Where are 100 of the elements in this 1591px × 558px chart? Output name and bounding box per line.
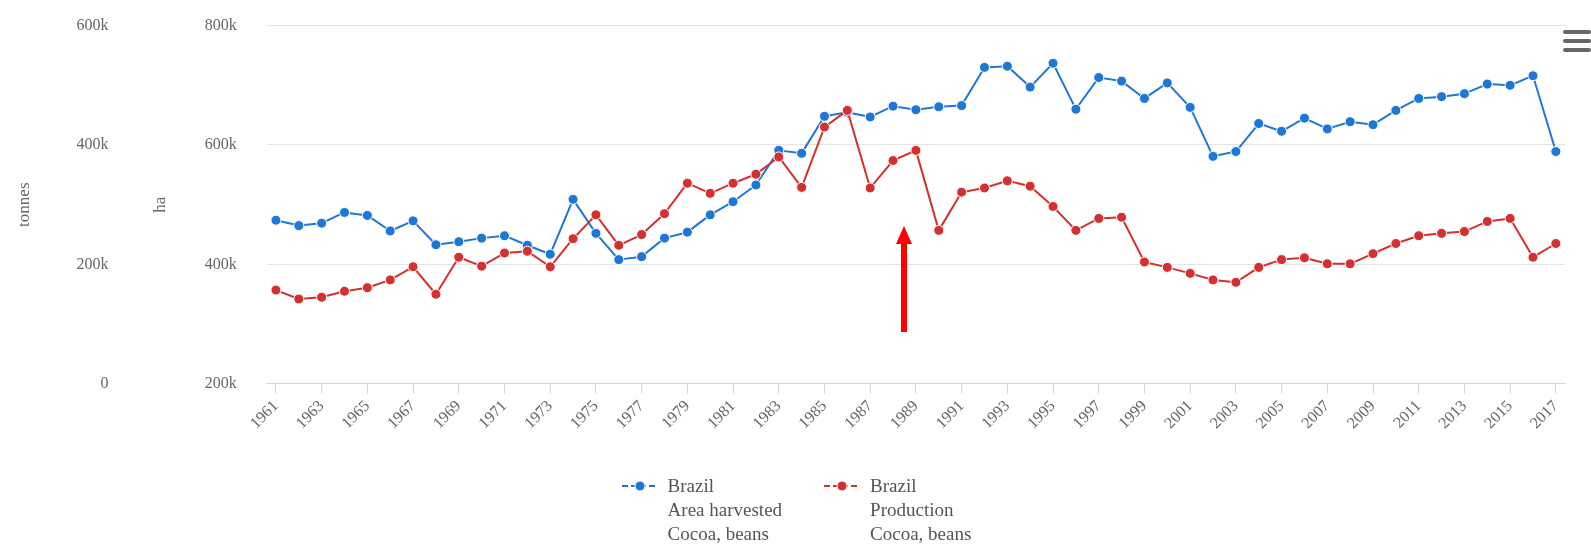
point bbox=[864, 182, 876, 194]
point bbox=[1298, 252, 1310, 264]
point bbox=[590, 227, 602, 239]
x-tick-label: 1989 bbox=[886, 396, 921, 432]
point bbox=[361, 282, 373, 294]
legend-label: Brazil Production Cocoa, beans bbox=[870, 474, 972, 546]
point bbox=[1550, 146, 1562, 158]
point bbox=[1550, 238, 1562, 249]
point bbox=[293, 220, 305, 232]
point bbox=[681, 226, 693, 238]
x-tick-label: 1961 bbox=[246, 396, 282, 432]
point bbox=[567, 233, 579, 245]
point bbox=[1138, 92, 1150, 104]
point bbox=[293, 293, 305, 305]
point bbox=[544, 261, 556, 273]
point bbox=[796, 181, 808, 193]
point bbox=[727, 177, 739, 189]
point bbox=[1276, 125, 1288, 137]
point bbox=[1390, 104, 1402, 116]
point bbox=[1047, 57, 1059, 69]
point bbox=[1436, 91, 1448, 103]
point bbox=[636, 251, 648, 263]
point bbox=[1276, 254, 1288, 266]
point bbox=[978, 182, 990, 194]
point bbox=[476, 232, 488, 244]
point bbox=[499, 230, 510, 242]
x-tick-label: 1991 bbox=[932, 396, 967, 432]
point bbox=[590, 209, 602, 221]
point bbox=[316, 291, 328, 303]
y2-tick-label: 800k bbox=[204, 15, 237, 33]
point bbox=[1001, 60, 1013, 72]
point bbox=[1458, 88, 1470, 100]
point bbox=[956, 100, 968, 112]
point bbox=[499, 247, 510, 259]
point bbox=[1230, 276, 1242, 288]
y2-axis-title: ha bbox=[150, 196, 170, 213]
x-tick-label: 1973 bbox=[520, 396, 556, 432]
point bbox=[658, 208, 670, 220]
x-tick-label: 1971 bbox=[474, 396, 510, 432]
point bbox=[1527, 251, 1539, 263]
point bbox=[1116, 75, 1128, 87]
point bbox=[1024, 81, 1036, 93]
point bbox=[407, 261, 419, 273]
point bbox=[1070, 103, 1082, 115]
x-tick-label: 1981 bbox=[703, 396, 739, 432]
point bbox=[1458, 226, 1470, 238]
point bbox=[1390, 238, 1402, 249]
point bbox=[453, 251, 465, 263]
point bbox=[1001, 175, 1013, 187]
point bbox=[1230, 146, 1242, 158]
y-axis-title: tonnes bbox=[13, 182, 33, 227]
point bbox=[567, 193, 579, 205]
point bbox=[1321, 123, 1333, 135]
x-tick-label: 1963 bbox=[292, 396, 327, 432]
point bbox=[933, 101, 945, 113]
point bbox=[750, 179, 762, 191]
legend-label: Brazil Area harvested Cocoa, beans bbox=[667, 474, 783, 546]
point bbox=[1207, 274, 1219, 286]
point bbox=[1527, 70, 1539, 82]
x-tick-label: 2011 bbox=[1389, 396, 1424, 431]
point bbox=[384, 225, 396, 237]
y-tick-label: 200k bbox=[76, 254, 109, 272]
point bbox=[1344, 258, 1356, 270]
point bbox=[613, 239, 625, 251]
point bbox=[1504, 79, 1516, 91]
point bbox=[1367, 119, 1379, 131]
point bbox=[1413, 92, 1425, 104]
point bbox=[704, 187, 716, 199]
point bbox=[361, 209, 373, 221]
x-tick-label: 1983 bbox=[749, 396, 784, 432]
x-tick-label: 1969 bbox=[429, 396, 464, 432]
point bbox=[887, 100, 899, 112]
point bbox=[1116, 211, 1128, 223]
point bbox=[681, 177, 693, 189]
y-tick-label: 0 bbox=[100, 374, 109, 391]
point bbox=[1093, 212, 1105, 224]
point bbox=[818, 110, 830, 122]
point bbox=[1367, 248, 1379, 260]
point bbox=[384, 274, 396, 286]
point bbox=[1184, 267, 1196, 279]
point bbox=[887, 155, 899, 167]
point bbox=[521, 245, 533, 257]
y-tick-label: 400k bbox=[76, 135, 109, 153]
point bbox=[339, 285, 351, 297]
point bbox=[1253, 261, 1265, 273]
point bbox=[727, 196, 739, 208]
point bbox=[270, 214, 282, 226]
point bbox=[956, 186, 968, 198]
point bbox=[818, 121, 830, 133]
point bbox=[978, 61, 990, 73]
y2-tick-label: 600k bbox=[204, 135, 237, 153]
point bbox=[1093, 72, 1105, 84]
point bbox=[910, 104, 922, 116]
point bbox=[750, 168, 762, 180]
point bbox=[407, 215, 419, 227]
point bbox=[910, 144, 922, 156]
y2-tick-label: 200k bbox=[204, 374, 237, 391]
point bbox=[1024, 180, 1036, 192]
point bbox=[933, 224, 945, 236]
point bbox=[1413, 230, 1425, 242]
